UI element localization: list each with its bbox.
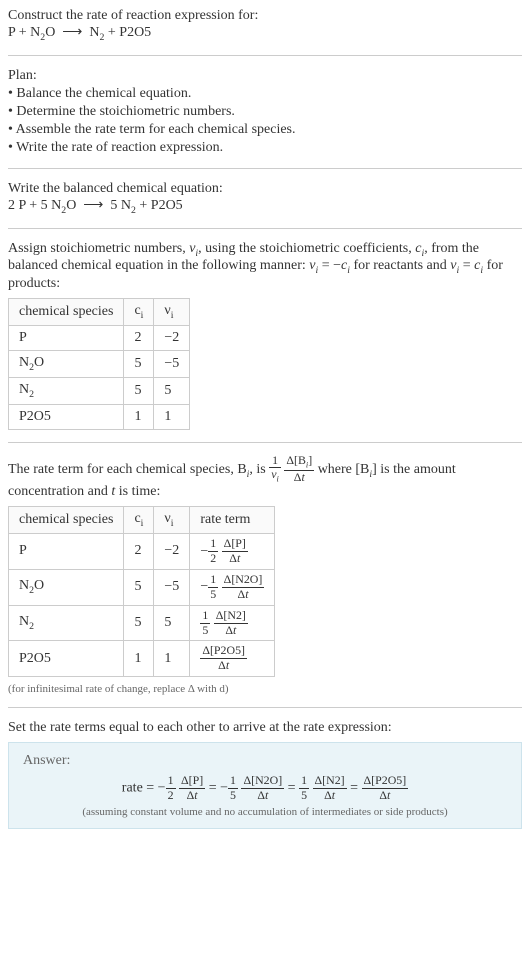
balanced-title: Write the balanced chemical equation: — [8, 181, 522, 197]
divider — [8, 707, 522, 708]
divider — [8, 55, 522, 56]
col-species: chemical species — [9, 507, 124, 534]
rate-term-note: (for infinitesimal rate of change, repla… — [8, 683, 522, 695]
rate-expression: rate = −12 Δ[P]Δt = −15 Δ[N2O]Δt = 15 Δ[… — [23, 775, 507, 802]
table-row: P2−2 — [9, 325, 190, 350]
stoich-table: chemical species ci νi P2−2 N2O5−5 N255 … — [8, 298, 190, 429]
table-header-row: chemical species ci νi — [9, 299, 190, 326]
col-ci: ci — [124, 507, 154, 534]
final-intro: Set the rate terms equal to each other t… — [8, 720, 522, 736]
answer-box: Answer: rate = −12 Δ[P]Δt = −15 Δ[N2O]Δt… — [8, 742, 522, 829]
divider — [8, 168, 522, 169]
plan-list: • Balance the chemical equation. • Deter… — [8, 86, 522, 156]
unbalanced-equation: P + N2O ⟶ N2 + P2O5 — [8, 24, 522, 43]
balanced-equation: 2 P + 5 N2O ⟶ 5 N2 + P2O5 — [8, 197, 522, 216]
answer-note: (assuming constant volume and no accumul… — [23, 806, 507, 818]
col-nui: νi — [154, 507, 190, 534]
plan-item: • Determine the stoichiometric numbers. — [8, 104, 522, 120]
page-title: Construct the rate of reaction expressio… — [8, 8, 522, 24]
stoich-intro: Assign stoichiometric numbers, νi, using… — [8, 241, 522, 293]
plan-item: • Write the rate of reaction expression. — [8, 140, 522, 156]
rate-term-intro: The rate term for each chemical species,… — [8, 455, 522, 501]
table-row: N25515 Δ[N2]Δt — [9, 605, 275, 641]
table-row: N255 — [9, 377, 190, 404]
answer-label: Answer: — [23, 753, 507, 769]
table-row: N2O5−5 — [9, 350, 190, 377]
table-row: N2O5−5−15 Δ[N2O]Δt — [9, 569, 275, 605]
col-ci: ci — [124, 299, 154, 326]
divider — [8, 228, 522, 229]
table-row: P2O511Δ[P2O5]Δt — [9, 641, 275, 677]
table-header-row: chemical species ci νi rate term — [9, 507, 275, 534]
divider — [8, 442, 522, 443]
rate-term-table: chemical species ci νi rate term P2−2−12… — [8, 506, 275, 677]
table-row: P2−2−12 Δ[P]Δt — [9, 533, 275, 569]
col-nui: νi — [154, 299, 190, 326]
plan-title: Plan: — [8, 68, 522, 84]
col-species: chemical species — [9, 299, 124, 326]
plan-item: • Assemble the rate term for each chemic… — [8, 122, 522, 138]
table-row: P2O511 — [9, 404, 190, 429]
col-rate-term: rate term — [190, 507, 275, 534]
plan-item: • Balance the chemical equation. — [8, 86, 522, 102]
